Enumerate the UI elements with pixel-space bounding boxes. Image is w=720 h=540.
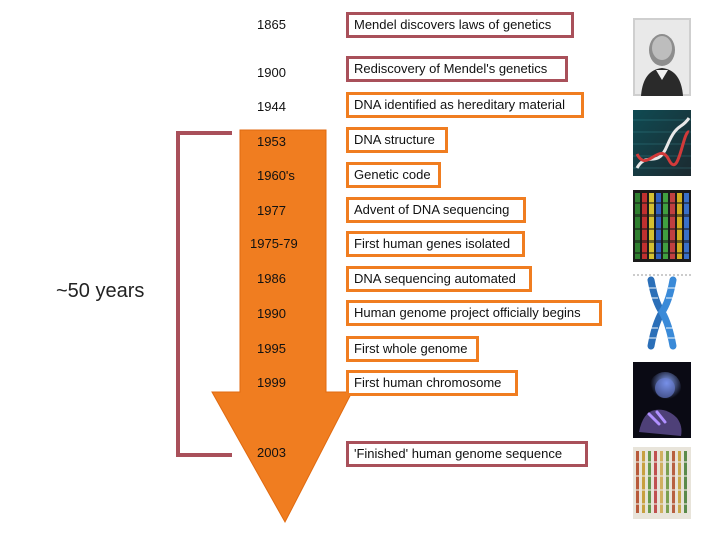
event-box: First human genes isolated bbox=[346, 231, 525, 257]
event-box: DNA structure bbox=[346, 127, 448, 153]
event-box: Mendel discovers laws of genetics bbox=[346, 12, 574, 38]
chromosome bbox=[633, 272, 691, 352]
timeline-arrow bbox=[211, 129, 353, 524]
mendel-portrait bbox=[633, 18, 691, 96]
event-box: DNA identified as hereditary material bbox=[346, 92, 584, 118]
year-label: 1960's bbox=[257, 168, 295, 183]
span-bracket bbox=[176, 131, 232, 457]
event-box: Genetic code bbox=[346, 162, 441, 188]
year-label: 1900 bbox=[257, 65, 286, 80]
event-box: Rediscovery of Mendel's genetics bbox=[346, 56, 568, 82]
event-box: DNA sequencing automated bbox=[346, 266, 532, 292]
year-label: 1944 bbox=[257, 99, 286, 114]
event-box: 'Finished' human genome sequence bbox=[346, 441, 588, 467]
genome-sequence-printout bbox=[633, 447, 691, 519]
cell-in-hand bbox=[633, 362, 691, 438]
year-label: 1995 bbox=[257, 341, 286, 356]
span-label: ~50 years bbox=[56, 280, 145, 302]
year-label: 1975-79 bbox=[250, 236, 298, 251]
year-label: 1977 bbox=[257, 203, 286, 218]
dna-double-helix bbox=[633, 110, 691, 176]
year-label: 1990 bbox=[257, 306, 286, 321]
event-box: First human chromosome bbox=[346, 370, 518, 396]
year-label: 1953 bbox=[257, 134, 286, 149]
year-label: 1986 bbox=[257, 271, 286, 286]
year-label: 1999 bbox=[257, 375, 286, 390]
event-box: First whole genome bbox=[346, 336, 479, 362]
event-box: Advent of DNA sequencing bbox=[346, 197, 526, 223]
dna-sequencing-gel bbox=[633, 190, 691, 262]
year-label: 2003 bbox=[257, 445, 286, 460]
event-box: Human genome project officially begins bbox=[346, 300, 602, 326]
year-label: 1865 bbox=[257, 17, 286, 32]
